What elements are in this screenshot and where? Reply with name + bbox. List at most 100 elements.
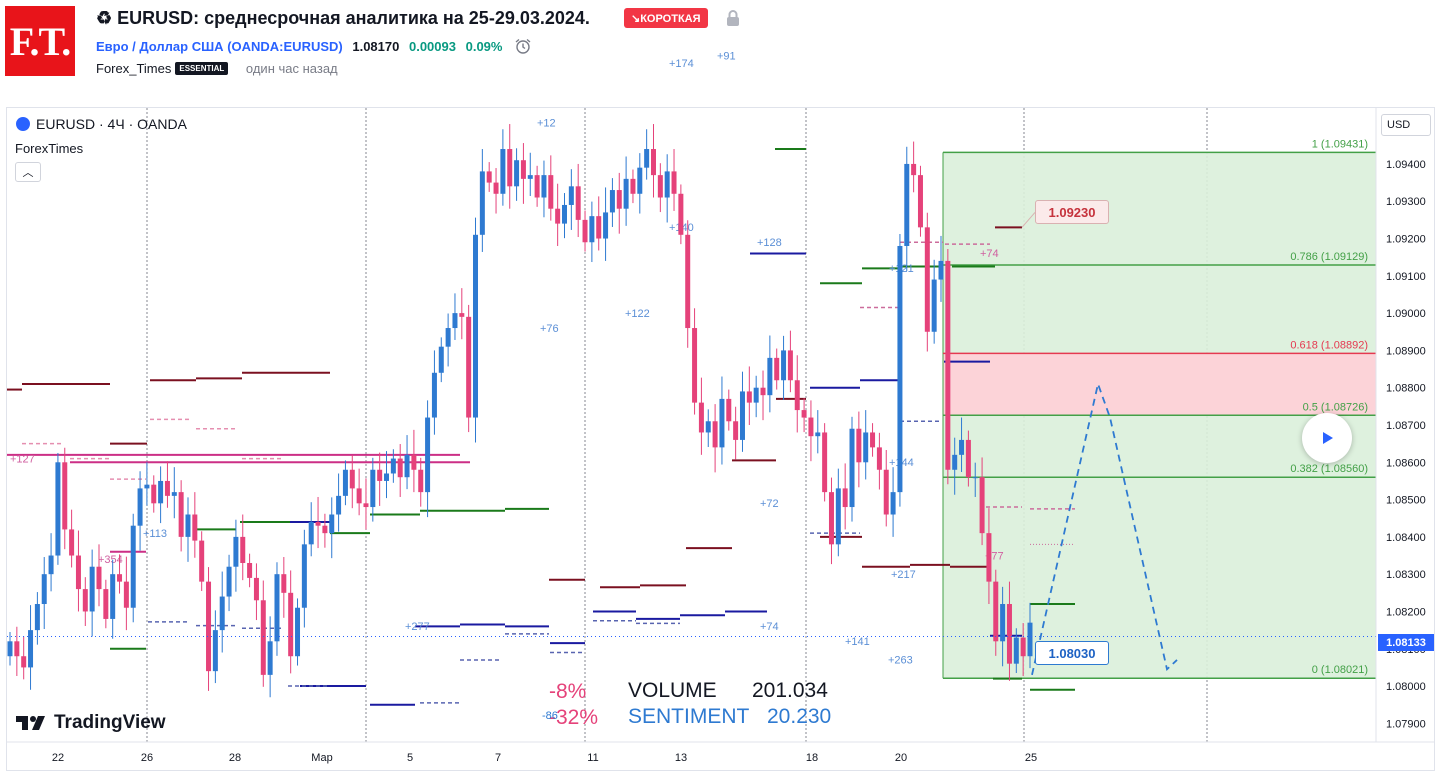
indicator-name[interactable]: ForexTimes	[15, 141, 84, 156]
fib-level-label: 1 (1.09431)	[1312, 138, 1368, 150]
symbol-name-link[interactable]: Евро / Доллар США	[96, 39, 224, 54]
candle-body	[192, 514, 198, 541]
candle-body	[897, 245, 903, 493]
candle-body	[1020, 637, 1026, 657]
candle-body	[137, 488, 143, 526]
candle-body	[801, 410, 807, 418]
candle-body	[650, 149, 656, 176]
author-name[interactable]: Forex_Times	[96, 61, 172, 76]
y-axis-tick-label: 1.09100	[1386, 271, 1426, 283]
candle-body	[171, 492, 177, 496]
author-line: Forex_Times ESSENTIAL один час назад	[96, 61, 338, 76]
candle-body	[993, 581, 999, 642]
candle-body	[520, 160, 526, 179]
small-level-label: -86	[542, 710, 558, 722]
candle-body	[753, 387, 759, 403]
candle-body	[185, 514, 191, 537]
x-axis-tick-label: 26	[141, 752, 153, 764]
candle-body	[842, 488, 848, 508]
symbol-ticker-link[interactable]: (OANDA:EURUSD)	[227, 39, 343, 54]
chart-container[interactable]	[6, 107, 1435, 771]
tradingview-logo[interactable]: TradingView	[16, 712, 166, 734]
candle-body	[247, 562, 253, 578]
price-change: 0.00093	[408, 39, 456, 54]
lock-icon	[727, 10, 739, 26]
candle-body	[130, 525, 136, 608]
fib-level-label: 0.382 (1.08560)	[1290, 463, 1368, 475]
candle-body	[514, 160, 520, 187]
candle-body	[14, 641, 20, 657]
candle-body	[41, 574, 47, 605]
y-axis-tick-label: 1.08600	[1386, 457, 1426, 469]
candle-body	[787, 350, 793, 381]
candle-body	[664, 171, 670, 198]
candle-body	[965, 439, 971, 478]
y-axis-tick-label: 1.09200	[1386, 234, 1426, 246]
candle-body	[876, 447, 882, 470]
level-annotation: +74	[760, 621, 779, 633]
candle-body	[493, 182, 499, 194]
candle-body	[452, 313, 458, 329]
candle-body	[890, 492, 896, 515]
fib-level-label: 0.618 (1.08892)	[1290, 339, 1368, 351]
tradingview-wordmark: TradingView	[54, 712, 166, 733]
y-axis-tick-label: 1.08700	[1386, 420, 1426, 432]
candle-body	[69, 529, 75, 556]
candle-body	[555, 208, 561, 224]
candle-body	[370, 469, 376, 508]
candle-body	[712, 421, 718, 448]
callout-high-connector	[1021, 212, 1036, 228]
fib-level-label: 0.5 (1.08726)	[1303, 401, 1368, 413]
candle-body	[418, 469, 424, 493]
level-annotation: +122	[625, 308, 650, 320]
level-annotation: +91	[717, 51, 736, 63]
target-low-callout[interactable]: 1.08030	[1035, 641, 1109, 665]
candle-body	[507, 149, 513, 187]
candle-body	[849, 428, 855, 508]
candle-body	[459, 313, 465, 317]
candle-body	[281, 574, 287, 593]
candle-body	[863, 432, 869, 463]
price-change-pct: 0.09%	[465, 39, 503, 54]
candle-body	[158, 480, 164, 504]
candle-body	[274, 574, 280, 642]
candle-body	[883, 469, 889, 515]
candle-body	[644, 149, 650, 168]
candle-body	[329, 514, 335, 534]
candle-body	[931, 279, 937, 332]
legend-symbol[interactable]: EURUSD · 4Ч · OANDA	[36, 116, 187, 132]
euro-flag-icon	[16, 117, 30, 131]
collapse-indicators-button[interactable]: ︿	[15, 162, 41, 182]
candle-body	[253, 577, 259, 601]
candle-body	[295, 607, 301, 657]
currency-button[interactable]: USD	[1381, 114, 1431, 136]
candle-body	[48, 555, 54, 575]
short-badge: ↘КОРОТКАЯ	[624, 8, 708, 28]
candle-body	[206, 581, 212, 672]
target-high-callout[interactable]: 1.09230	[1035, 200, 1109, 224]
volume-value: 201.034	[752, 679, 828, 702]
forecast-path	[1031, 380, 1178, 676]
candle-body	[397, 458, 403, 478]
candle-body	[986, 533, 992, 582]
y-axis-tick-label: 1.08300	[1386, 569, 1426, 581]
candle-body	[924, 227, 930, 332]
y-axis-tick-label: 1.08000	[1386, 681, 1426, 693]
candle-body	[603, 212, 609, 239]
candle-body	[377, 469, 383, 481]
y-axis-tick-label: 1.09000	[1386, 308, 1426, 320]
candle-body	[856, 428, 862, 463]
forex-times-logo[interactable]: F.T.	[5, 6, 75, 76]
fib-zone-red	[943, 353, 1376, 416]
y-axis-tick-label: 1.08400	[1386, 532, 1426, 544]
candle-body	[774, 357, 780, 381]
x-axis-tick-label: 28	[229, 752, 241, 764]
candle-body	[233, 536, 239, 567]
y-axis-tick-label: 1.08900	[1386, 345, 1426, 357]
play-replay-button[interactable]	[1302, 413, 1352, 463]
candle-body	[678, 193, 684, 235]
candle-body	[117, 574, 123, 582]
candle-body	[527, 175, 533, 179]
candle-body	[226, 566, 232, 597]
